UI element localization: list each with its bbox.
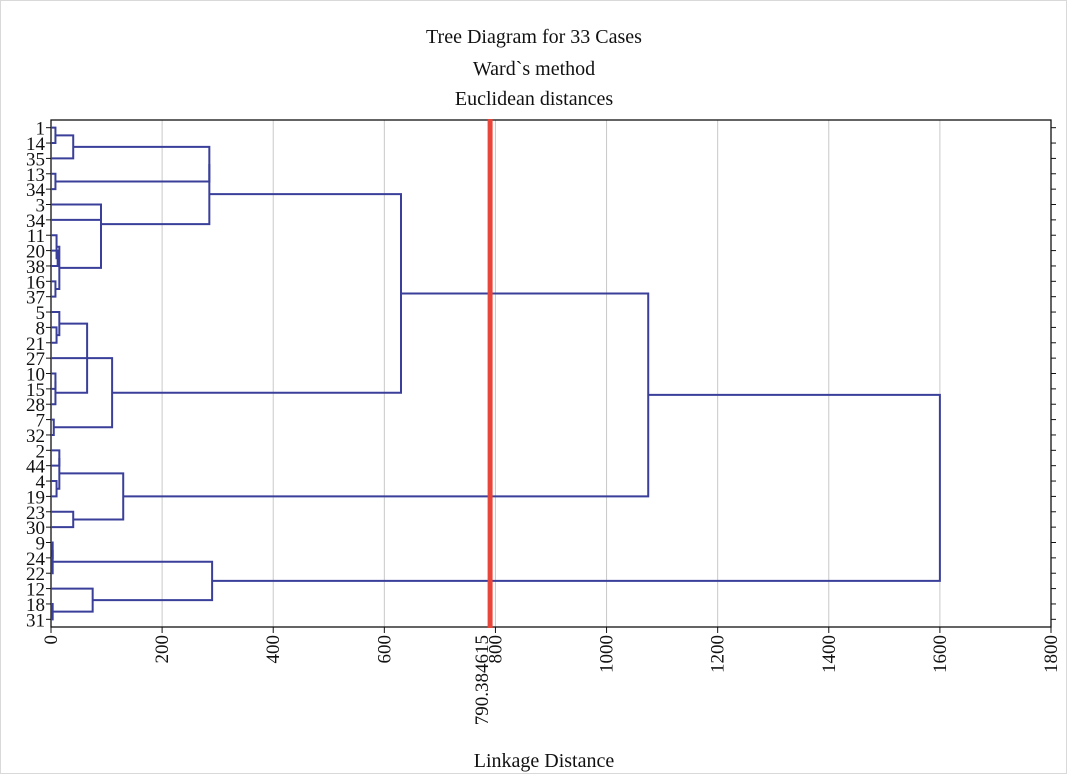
dendrogram-link-F4 xyxy=(51,512,73,527)
dendrogram-link-A3 xyxy=(51,174,55,189)
dendrogram-link-F1 xyxy=(51,450,59,465)
x-tick-label-1000: 1000 xyxy=(597,635,618,673)
cut-line-group: 790.384615 xyxy=(472,119,493,725)
x-tick-label-0: 0 xyxy=(41,635,62,645)
dendrogram-link-F2 xyxy=(51,481,57,496)
x-tick-label-1400: 1400 xyxy=(819,635,840,673)
x-tick-label-1200: 1200 xyxy=(708,635,729,673)
x-axis-title: Linkage Distance xyxy=(474,750,615,772)
dendrogram-link-B3 xyxy=(51,281,55,296)
dendrogram-link-A2 xyxy=(51,135,73,158)
dendrogram-link-H5 xyxy=(53,562,212,600)
dendrogram-link-R xyxy=(212,395,940,581)
chart-subtitle-distance: Euclidean distances xyxy=(455,88,613,110)
dendrogram-link-B6 xyxy=(51,205,101,244)
x-tick-label-400: 400 xyxy=(263,635,284,664)
dendrogram-link-D4 xyxy=(51,381,55,404)
x-tick-label-1800: 1800 xyxy=(1041,635,1062,673)
chart-subtitle-method: Ward`s method xyxy=(473,58,595,80)
dendrogram-link-D2 xyxy=(51,312,59,335)
dendrogram-link-G1 xyxy=(123,293,648,496)
dendrogram-link-D1 xyxy=(51,327,57,342)
plot-area-border xyxy=(51,120,1051,627)
x-tick-label-800: 800 xyxy=(485,635,506,664)
x-tick-label-600: 600 xyxy=(374,635,395,664)
dendrogram-link-C1 xyxy=(101,164,209,224)
grid-lines xyxy=(162,120,940,627)
x-tick-label-1600: 1600 xyxy=(930,635,951,673)
dendrogram-link-A1 xyxy=(51,128,55,143)
dendrogram-link-A4 xyxy=(55,147,209,182)
x-axis-ticks: 0 200 400 600 800 1000 1200 1400 1600 1800 xyxy=(41,627,1062,673)
case-label-32: 31 xyxy=(26,610,45,631)
case-labels: 1143513343341120381637582127101528732244… xyxy=(26,119,1056,632)
dendrogram-link-H4 xyxy=(51,589,93,612)
chart-title-line-1: Tree Diagram for 33 Cases xyxy=(426,26,642,48)
x-tick-label-200: 200 xyxy=(152,635,173,664)
chart-title: Tree Diagram for 33 Cases Ward`s method … xyxy=(426,26,642,110)
